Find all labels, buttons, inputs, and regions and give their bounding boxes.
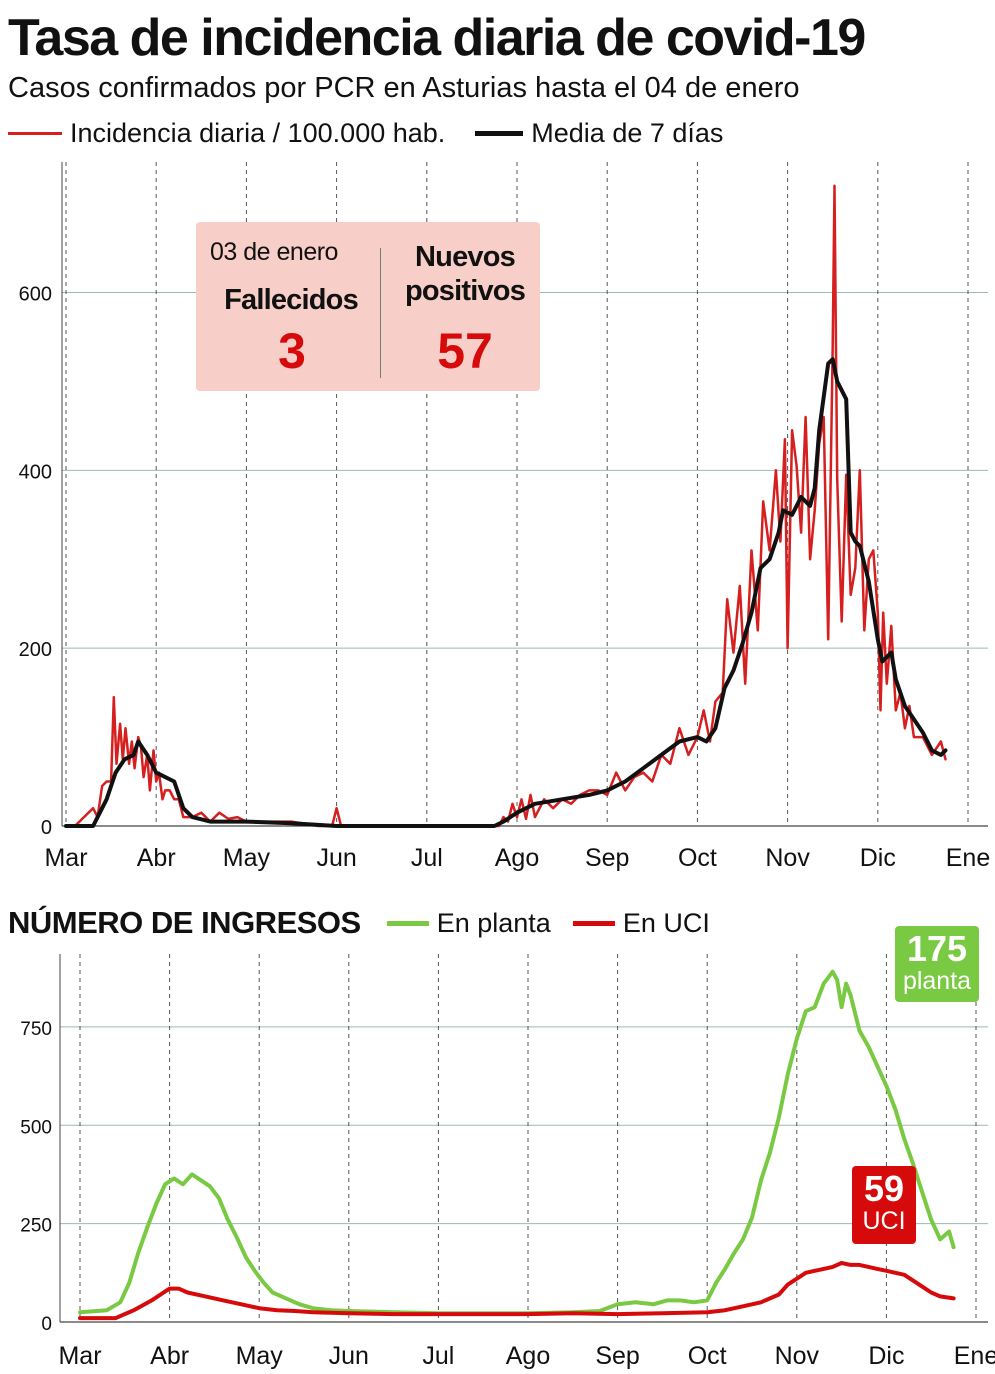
legend-item-daily: Incidencia diaria / 100.000 hab. [8, 118, 445, 149]
y-tick-label: 400 [19, 461, 52, 483]
x-tick-label: Ago [495, 844, 539, 872]
x-tick-label: Nov [765, 844, 810, 872]
legend-swatch-planta [386, 920, 429, 926]
incidence-chart: 0 200 400 600 Mar Abr May Jun Jul Ago Sep Oct Nov Dic… [19, 162, 990, 872]
y-tick-label: 750 [20, 1019, 52, 1040]
x-tick-label: Dic [868, 1342, 904, 1370]
admissions-header: NÚMERO DE INGRESOS En planta En UCI [8, 905, 732, 941]
legend-label-daily: Incidencia diaria / 100.000 hab. [70, 118, 446, 148]
x-tick-label: May [223, 844, 271, 872]
legend-item-avg: Media de 7 días [475, 118, 723, 149]
series-line-2 [64, 357, 948, 828]
planta-callout-value: 175 [906, 928, 968, 969]
info-box: 03 de enero Fallecidos 3 Nuevos positivo… [196, 222, 540, 391]
top-legend: Incidencia diaria / 100.000 hab. Media d… [8, 118, 753, 149]
y-tick-label: 500 [20, 1117, 52, 1138]
admissions-title: NÚMERO DE INGRESOS [8, 905, 361, 940]
legend-label-uci: En UCI [622, 907, 710, 938]
deaths-value: 3 [278, 323, 306, 379]
positives-value: 57 [437, 323, 493, 379]
planta-callout: 175 planta [895, 926, 979, 1002]
y-tick-label: 0 [41, 817, 52, 839]
planta-callout-label: planta [902, 967, 972, 995]
series-line-1 [64, 184, 947, 828]
legend-label-planta: En planta [436, 907, 551, 938]
uci-callout: 59 UCI [852, 1166, 916, 1244]
y-tick-label: 200 [19, 639, 52, 661]
x-tick-label: Dic [860, 844, 896, 872]
x-tick-label: Jul [422, 1342, 454, 1370]
legend-swatch-uci [572, 920, 615, 926]
legend-swatch-daily [8, 132, 62, 135]
y-tick-label: 0 [41, 1314, 52, 1335]
series-line-1 [78, 969, 956, 1316]
x-tick-label: Ago [506, 1342, 550, 1370]
chart-subtitle: Casos confirmados por PCR en Asturias ha… [8, 72, 800, 104]
x-tick-label: Jun [316, 844, 356, 872]
x-tick-label: Jun [329, 1342, 369, 1370]
x-tick-label: Ene [946, 844, 990, 872]
uci-callout-value: 59 [863, 1168, 905, 1209]
deaths-label: Fallecidos [224, 284, 359, 316]
legend-item-planta: En planta [386, 907, 551, 939]
info-divider [380, 248, 381, 378]
y-tick-label: 600 [19, 283, 52, 305]
y-tick-label: 250 [20, 1216, 52, 1237]
x-tick-label: Abr [137, 844, 176, 872]
x-tick-label: Oct [688, 1342, 727, 1370]
x-tick-label: Oct [678, 844, 717, 872]
x-tick-label: Ene [954, 1342, 995, 1370]
legend-label-avg: Media de 7 días [531, 118, 724, 148]
info-date: 03 de enero [210, 238, 338, 266]
x-tick-label: Mar [58, 1342, 101, 1370]
chart-title: Tasa de incidencia diaria de covid-19 [8, 9, 866, 67]
positives-label: Nuevos positivos [404, 241, 526, 307]
x-tick-label: Mar [44, 844, 87, 872]
x-tick-label: May [236, 1342, 284, 1370]
x-tick-label: Nov [775, 1342, 820, 1370]
series-line-2 [78, 1261, 956, 1321]
legend-item-uci: En UCI [572, 907, 710, 939]
x-tick-label: Jul [411, 844, 443, 872]
uci-callout-label: UCI [862, 1207, 906, 1235]
legend-swatch-avg [475, 131, 524, 136]
x-tick-label: Abr [150, 1342, 189, 1370]
x-tick-label: Sep [585, 844, 629, 872]
x-tick-label: Sep [595, 1342, 639, 1370]
